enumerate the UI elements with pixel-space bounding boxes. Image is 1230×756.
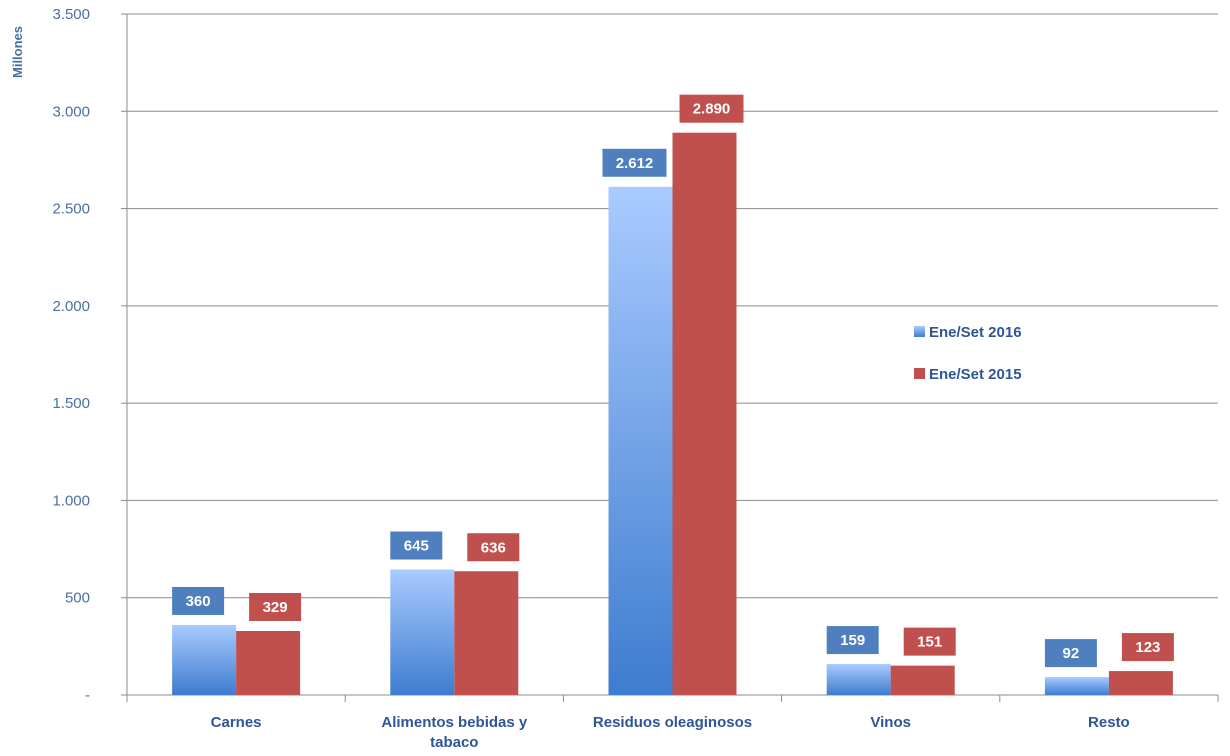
- x-category-label: Alimentos bebidas y: [381, 714, 528, 731]
- data-label-box: [172, 586, 225, 615]
- data-label-box: [679, 94, 744, 123]
- data-label-box: [249, 592, 302, 621]
- x-category-label: Carnes: [211, 714, 262, 731]
- x-category-label: tabaco: [430, 734, 478, 751]
- x-category-label: Vinos: [870, 714, 911, 731]
- y-tick-label: -: [85, 687, 90, 704]
- bar-ene-set-2015: [454, 571, 519, 695]
- y-tick-label: 2.000: [52, 298, 90, 315]
- y-tick-label: 1.000: [52, 492, 90, 509]
- bar-ene-set-2016: [1044, 677, 1109, 695]
- data-label: 92: [1063, 645, 1080, 662]
- y-tick-label: 500: [65, 590, 90, 607]
- legend-entry: Ene/Set 2015: [929, 366, 1022, 383]
- y-tick-label: 3.000: [52, 103, 90, 120]
- bar-ene-set-2015: [1108, 671, 1173, 695]
- data-label-box: [602, 148, 667, 177]
- data-label: 360: [186, 593, 211, 610]
- y-axis-label: Millones: [10, 26, 25, 78]
- data-label: 645: [404, 538, 429, 555]
- x-category-label: Resto: [1088, 714, 1130, 731]
- data-label: 159: [840, 632, 865, 649]
- data-label-box: [390, 531, 443, 560]
- data-label: 2.890: [693, 101, 731, 118]
- data-label-box: [467, 533, 520, 562]
- bar-ene-set-2016: [390, 569, 455, 695]
- data-label: 636: [481, 539, 506, 556]
- data-label-box: [903, 627, 956, 656]
- y-tick-label: 3.500: [52, 6, 90, 23]
- data-label: 2.612: [616, 155, 654, 172]
- y-tick-label: 2.500: [52, 201, 90, 218]
- data-label-box: [826, 626, 879, 655]
- y-tick-label: 1.500: [52, 395, 90, 412]
- category-labels: Carnes Alimentos bebidas y tabaco Residuos …: [211, 714, 1130, 751]
- x-category-label: Residuos oleaginosos: [593, 714, 752, 731]
- bar-ene-set-2015: [236, 630, 301, 695]
- data-labels: 360 329 645 636 2.612 2.890 159 151 92 123: [172, 94, 1174, 668]
- legend-swatch: [914, 368, 925, 379]
- bar-ene-set-2016: [826, 664, 891, 695]
- data-label: 123: [1135, 639, 1160, 656]
- bar-ene-set-2015: [672, 132, 737, 695]
- legend-swatch: [914, 326, 925, 337]
- data-label-box: [1121, 633, 1174, 662]
- bars: [172, 132, 1173, 696]
- y-tick-labels: - 500 1.000 1.500 2.000 2.500 3.000 3.500: [52, 6, 90, 704]
- bar-ene-set-2016: [608, 186, 673, 696]
- bar-ene-set-2015: [890, 665, 955, 695]
- legend: Ene/Set 2016 Ene/Set 2015: [914, 324, 1022, 383]
- data-label-box: [1044, 639, 1097, 668]
- legend-entry: Ene/Set 2016: [929, 324, 1022, 341]
- data-label: 151: [917, 634, 942, 651]
- bar-ene-set-2016: [172, 624, 237, 695]
- data-label: 329: [263, 599, 288, 616]
